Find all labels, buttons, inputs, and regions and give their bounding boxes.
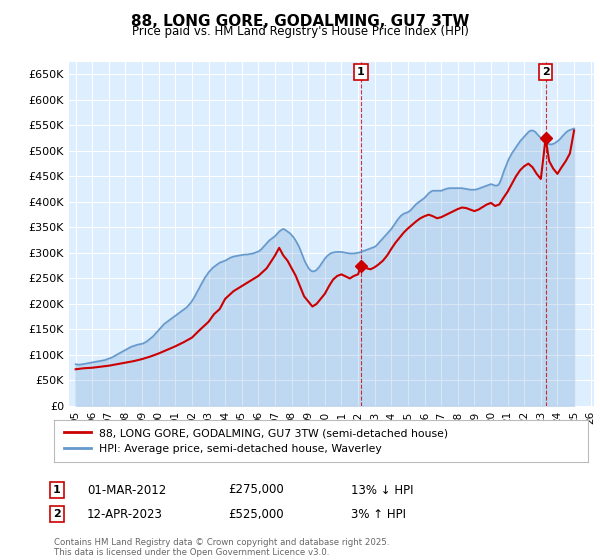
Text: 88, LONG GORE, GODALMING, GU7 3TW: 88, LONG GORE, GODALMING, GU7 3TW bbox=[131, 14, 469, 29]
Text: £275,000: £275,000 bbox=[228, 483, 284, 497]
Text: 2: 2 bbox=[53, 509, 61, 519]
Text: 2: 2 bbox=[542, 67, 550, 77]
Text: £525,000: £525,000 bbox=[228, 507, 284, 521]
Text: 1: 1 bbox=[357, 67, 365, 77]
Text: 01-MAR-2012: 01-MAR-2012 bbox=[87, 483, 166, 497]
Text: 13% ↓ HPI: 13% ↓ HPI bbox=[351, 483, 413, 497]
Text: 3% ↑ HPI: 3% ↑ HPI bbox=[351, 507, 406, 521]
Text: 1: 1 bbox=[53, 485, 61, 495]
Legend: 88, LONG GORE, GODALMING, GU7 3TW (semi-detached house), HPI: Average price, sem: 88, LONG GORE, GODALMING, GU7 3TW (semi-… bbox=[59, 424, 453, 458]
Text: Price paid vs. HM Land Registry's House Price Index (HPI): Price paid vs. HM Land Registry's House … bbox=[131, 25, 469, 38]
Text: 12-APR-2023: 12-APR-2023 bbox=[87, 507, 163, 521]
Text: Contains HM Land Registry data © Crown copyright and database right 2025.
This d: Contains HM Land Registry data © Crown c… bbox=[54, 538, 389, 557]
